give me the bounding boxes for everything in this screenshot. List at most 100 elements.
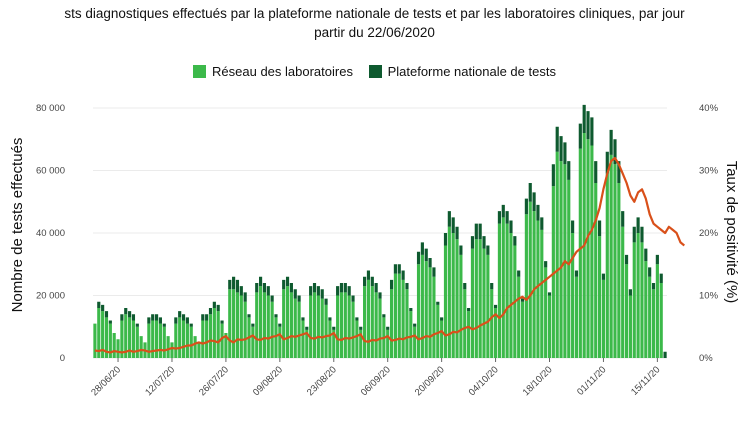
bar-platform: [582, 104, 586, 133]
bar-platform: [459, 245, 463, 255]
bar-platform: [424, 248, 428, 262]
bar-labs: [509, 233, 513, 358]
bar-platform: [551, 164, 555, 187]
bar-labs: [135, 326, 139, 358]
bar-platform: [501, 204, 505, 218]
y-tick-label: 0: [60, 353, 65, 364]
chart-legend: Réseau des laboratoires Plateforme natio…: [0, 63, 749, 79]
bar-platform: [336, 286, 340, 296]
bar-platform: [586, 111, 590, 140]
bar-platform: [185, 317, 189, 324]
x-tick-label: 18/10/20: [521, 364, 555, 398]
bar-labs: [409, 311, 413, 358]
bar-platform: [651, 283, 656, 290]
x-tick-label: 20/09/20: [413, 364, 447, 398]
x-tick-label: 04/10/20: [467, 364, 501, 398]
bar-labs: [336, 295, 340, 358]
bar-labs: [309, 295, 313, 358]
bar-platform: [305, 326, 309, 330]
bar-labs: [147, 323, 151, 358]
bar-platform: [131, 314, 136, 321]
bar-labs: [540, 229, 544, 358]
bar-labs: [455, 239, 459, 358]
bar-platform: [416, 251, 421, 265]
bar-platform: [532, 192, 536, 212]
bar-platform: [605, 151, 609, 174]
bar-platform: [648, 267, 652, 277]
bar-labs: [339, 292, 344, 358]
bar-platform: [447, 211, 451, 227]
bar-platform: [255, 283, 259, 293]
bar-platform: [513, 236, 517, 246]
bar-platform: [644, 248, 648, 262]
bar-labs: [424, 261, 428, 358]
bar-labs: [528, 201, 532, 358]
bar-platform: [382, 314, 386, 318]
bar-labs: [162, 326, 166, 358]
bar-platform: [154, 314, 159, 321]
bar-platform: [201, 314, 205, 321]
legend-item-labs: Réseau des laboratoires: [193, 64, 353, 79]
x-tick-label: 09/08/20: [251, 364, 285, 398]
bar-platform: [478, 223, 482, 240]
bar-platform: [628, 289, 632, 296]
bar-platform: [339, 283, 344, 293]
bar-platform: [621, 211, 625, 227]
bar-platform: [405, 283, 409, 290]
bar-labs: [567, 179, 571, 358]
bar-labs: [212, 308, 216, 358]
bar-labs: [116, 339, 120, 358]
x-tick-label: 12/07/20: [143, 364, 177, 398]
bar-labs: [201, 320, 205, 358]
bar-labs: [490, 289, 494, 358]
bar-labs: [501, 217, 505, 358]
bar-platform: [247, 314, 251, 318]
chart-title: sts diagnostiques effectués par la plate…: [0, 4, 749, 42]
bar-labs: [124, 314, 128, 358]
bar-labs: [228, 289, 232, 358]
bar-platform: [328, 317, 332, 321]
bar-platform: [251, 323, 255, 327]
bar-platform: [101, 304, 105, 312]
positivity-line-layer: [94, 156, 685, 354]
bar-labs: [289, 292, 293, 358]
bar-platform: [590, 117, 594, 146]
bar-platform: [128, 311, 132, 318]
legend-swatch-labs: [193, 65, 207, 79]
bar-labs: [270, 301, 274, 358]
bar-labs: [293, 298, 297, 358]
legend-label-labs: Réseau des laboratoires: [212, 64, 353, 80]
bar-platform: [490, 283, 494, 290]
bar-labs: [328, 320, 332, 358]
bar-platform: [108, 320, 112, 324]
bar-platform: [258, 276, 263, 287]
bar-layer: [93, 104, 667, 358]
bar-labs: [239, 295, 243, 358]
bar-labs: [363, 286, 367, 358]
bar-labs: [440, 320, 444, 358]
bar-labs: [517, 276, 521, 358]
bar-labs: [532, 211, 536, 358]
y-right-tick-label: 20%: [699, 228, 719, 239]
bar-platform: [378, 292, 382, 299]
x-tick-label: 23/08/20: [305, 364, 339, 398]
y-axis-title: Nombre de tests effectués: [9, 138, 26, 313]
bar-platform: [297, 295, 301, 302]
bar-labs: [181, 320, 186, 358]
bar-labs: [467, 311, 471, 358]
bar-labs: [320, 298, 324, 358]
bar-labs: [189, 326, 193, 358]
bar-platform: [97, 301, 101, 308]
bar-platform: [517, 270, 521, 277]
bar-platform: [567, 161, 571, 180]
bar-labs: [524, 214, 528, 358]
bar-platform: [347, 286, 351, 296]
bar-platform: [266, 286, 270, 296]
bar-labs: [636, 233, 640, 358]
bar-platform: [351, 295, 355, 302]
bar-labs: [432, 276, 436, 358]
bar-platform: [598, 220, 602, 237]
bar-labs: [405, 289, 409, 358]
bar-labs: [393, 273, 397, 358]
bar-labs: [205, 320, 209, 358]
